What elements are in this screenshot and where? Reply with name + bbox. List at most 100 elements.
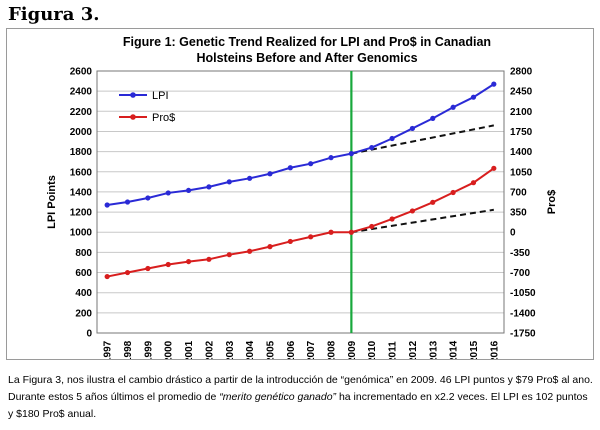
caption: La Figura 3, nos ilustra el cambio drást…: [8, 372, 594, 423]
data-point-lpi: [369, 144, 375, 151]
left-axis-title: LPI Points: [46, 175, 58, 229]
data-point-lpi: [185, 187, 192, 194]
x-tick-label: 2013: [428, 340, 439, 359]
x-tick-label: 2015: [469, 340, 480, 359]
left-tick-label: 200: [75, 308, 92, 319]
right-tick-label: 350: [510, 208, 527, 219]
data-point-pro: [389, 216, 395, 222]
right-tick-label: 2800: [510, 67, 533, 78]
right-axis-title: Pro$: [546, 190, 558, 214]
x-tick-label: 2001: [184, 340, 195, 359]
data-point-lpi: [287, 165, 293, 171]
data-point-lpi: [430, 115, 436, 121]
legend: LPI Pro$: [119, 90, 175, 124]
right-tick-label: 2100: [510, 107, 533, 118]
chart-container: Figure 1: Genetic Trend Realized for LPI…: [6, 28, 594, 360]
data-point-lpi: [348, 151, 354, 157]
right-tick-label: -350: [510, 248, 530, 259]
left-tick-label: 1200: [70, 208, 93, 219]
left-tick-label: 2600: [70, 67, 93, 78]
legend-marker-lpi: [130, 92, 136, 98]
data-point-pro: [247, 248, 253, 254]
left-tick-label: 0: [86, 329, 92, 340]
x-tick-label: 2005: [265, 340, 276, 359]
caption-line-1: La Figura 3, nos ilustra el cambio drást…: [8, 374, 593, 386]
data-point-pro: [470, 180, 477, 186]
data-point-lpi: [308, 161, 314, 167]
data-point-pro: [226, 252, 232, 258]
data-point-pro: [348, 229, 354, 235]
right-tick-label: -1750: [510, 329, 536, 340]
x-tick-label: 2004: [245, 340, 256, 359]
right-tick-label: 0: [510, 228, 516, 239]
chart-title-line-2: Holsteins Before and After Genomics: [196, 51, 417, 65]
series-layer: [104, 71, 497, 333]
caption-line-3: y $180 Pro$ anual.: [8, 408, 97, 420]
legend-label-lpi: LPI: [152, 90, 169, 102]
data-point-lpi: [450, 104, 456, 110]
right-tick-label: -700: [510, 268, 530, 279]
left-tick-label: 600: [75, 268, 92, 279]
series-line-pro: [106, 167, 495, 278]
data-point-pro: [369, 223, 375, 230]
data-point-lpi: [206, 184, 212, 190]
left-tick-label: 2200: [70, 107, 93, 118]
x-tick-label: 1998: [123, 340, 134, 359]
data-point-pro: [430, 199, 436, 205]
legend-marker-pro: [130, 114, 136, 120]
right-tick-label: 1750: [510, 127, 533, 138]
x-tick-label: 2000: [164, 340, 175, 359]
x-axis-ticks: 1997 1998 1999 2000 2001 2002 2003 2004 2005 2006…: [103, 340, 501, 359]
data-point-pro: [450, 189, 456, 196]
data-point-lpi: [409, 125, 416, 132]
trend-line-lpi: [351, 124, 495, 155]
data-point-pro: [409, 208, 416, 214]
left-axis-ticks: 0 200 400 600 800 1000 1200 1400 1600 1800 2000 220…: [70, 67, 93, 340]
data-point-lpi: [226, 179, 232, 185]
series-line-lpi: [107, 83, 495, 207]
right-axis-ticks: -1750 -1400 -1050 -700 -350 0 350 700 1050 1400 17…: [510, 67, 536, 340]
data-point-lpi: [124, 199, 131, 205]
x-tick-label: 2003: [225, 340, 236, 359]
right-tick-label: 1050: [510, 167, 533, 178]
x-tick-label: 2007: [306, 340, 317, 359]
data-point-pro: [308, 234, 314, 240]
data-point-lpi: [491, 81, 497, 87]
left-tick-label: 400: [75, 288, 92, 299]
data-point-lpi: [165, 190, 171, 196]
legend-label-pro: Pro$: [152, 112, 175, 124]
data-point-pro: [491, 165, 497, 171]
genetic-trend-chart: Figure 1: Genetic Trend Realized for LPI…: [46, 35, 558, 359]
left-tick-label: 1400: [70, 187, 93, 198]
data-point-pro: [328, 229, 334, 235]
x-tick-label: 2010: [367, 340, 378, 359]
data-point-pro: [145, 265, 151, 272]
x-tick-label: 2016: [489, 340, 500, 359]
x-tick-label: 2012: [408, 340, 419, 359]
x-tick-label: 2011: [388, 341, 399, 359]
data-point-pro: [104, 273, 110, 280]
x-tick-label: 2014: [449, 340, 460, 359]
left-tick-label: 1600: [70, 167, 93, 178]
caption-line-2: Durante estos 5 años últimos el promedio…: [8, 391, 588, 403]
gridlines: [97, 70, 504, 334]
left-tick-label: 800: [75, 248, 92, 259]
left-tick-label: 1800: [70, 147, 93, 158]
x-tick-label: 2009: [347, 340, 358, 359]
data-point-lpi: [389, 135, 395, 142]
left-tick-label: 2400: [70, 87, 93, 98]
chart-title-line-1: Figure 1: Genetic Trend Realized for LPI…: [123, 35, 491, 49]
caption-italic-phrase: “merito genético ganado”: [219, 391, 337, 403]
data-point-lpi: [328, 155, 334, 161]
data-point-lpi: [104, 202, 110, 208]
left-tick-label: 1000: [70, 228, 93, 239]
right-tick-label: 2450: [510, 87, 533, 98]
right-tick-label: 1400: [510, 147, 533, 158]
data-point-pro: [287, 238, 293, 245]
left-tick-label: 2000: [70, 127, 93, 138]
data-point-pro: [124, 269, 131, 276]
right-tick-label: -1050: [510, 288, 536, 299]
plot-area: [96, 70, 505, 334]
x-tick-label: 1999: [143, 340, 154, 359]
right-tick-label: -1400: [510, 308, 536, 319]
